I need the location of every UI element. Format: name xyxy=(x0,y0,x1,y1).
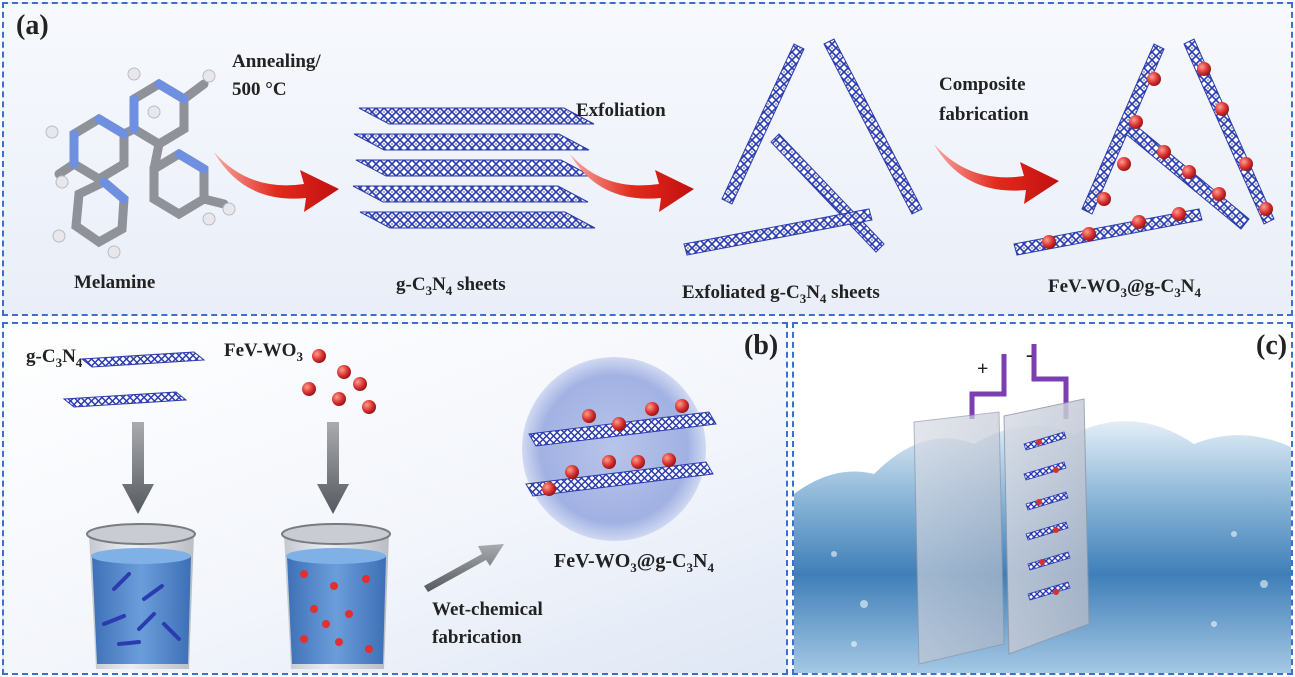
exfoliation-label: Exfoliation xyxy=(576,100,666,121)
panel-c-graphics xyxy=(794,344,1291,673)
gcn-label-b: g-C3N4 xyxy=(26,346,83,370)
gcn-sheets-label: g-C3N4 sheets xyxy=(396,274,506,298)
wet-chemical-label-line2: fabrication xyxy=(432,627,522,648)
annealing-label-line1: Annealing/ xyxy=(232,51,321,72)
panel-c: (c) + - xyxy=(792,322,1293,675)
panel-a: (a) Melamine Annealing/ 500 °C g-C3N4 sh… xyxy=(2,2,1293,316)
down-arrow-1 xyxy=(122,422,154,514)
electrode-front xyxy=(913,411,1005,665)
composite-sheets xyxy=(1013,38,1275,256)
wo3-particles xyxy=(302,349,376,414)
annealing-label-line2: 500 °C xyxy=(232,79,287,100)
arrow-anneal xyxy=(214,152,339,212)
melamine-label: Melamine xyxy=(74,272,156,293)
exfoliated-sheets-label: Exfoliated g-C3N4 sheets xyxy=(682,282,880,306)
wet-chemical-label: Wet-chemical fabrication xyxy=(432,596,543,652)
gcn-sheets-b xyxy=(62,351,206,408)
composite-label-b: FeV-WO3@g-C3N4 xyxy=(554,550,714,575)
beaker-1 xyxy=(86,523,196,669)
panel-a-graphics xyxy=(45,38,1275,259)
panel-b: (b) g-C3N4 FeV-WO3 FeV-WO3@g-C3N4 Wet-ch… xyxy=(2,322,788,675)
melamine-molecule xyxy=(45,67,236,259)
wo3-label: FeV-WO3 xyxy=(224,340,303,364)
minus-sign: - xyxy=(1026,344,1033,366)
bubbles xyxy=(831,531,1268,647)
beaker-2 xyxy=(281,523,391,669)
arrow-exfoliation xyxy=(570,154,694,212)
panel-b-graphics xyxy=(62,349,717,669)
composite-product-label: FeV-WO3@g-C3N4 xyxy=(1048,276,1201,300)
plus-sign: + xyxy=(977,358,989,380)
panel-a-tag: (a) xyxy=(16,10,49,41)
composite-label-line2: fabrication xyxy=(939,104,1029,125)
wires xyxy=(969,344,1069,419)
wet-chemical-label-line1: Wet-chemical xyxy=(432,599,543,620)
composite-sphere xyxy=(522,357,717,541)
gcn-sheet-stack xyxy=(352,107,596,229)
annealing-label: Annealing/ 500 °C xyxy=(232,48,321,104)
panel-c-tag: (c) xyxy=(1256,330,1288,361)
arrow-composite xyxy=(934,144,1059,204)
down-arrow-2 xyxy=(317,422,349,514)
electrode-back xyxy=(1003,398,1090,655)
composite-label: Composite fabrication xyxy=(939,70,1029,130)
exfoliated-sheets xyxy=(683,38,923,256)
diagonal-arrow xyxy=(424,544,504,592)
composite-label-line1: Composite xyxy=(939,74,1026,95)
panel-b-tag: (b) xyxy=(744,330,779,361)
